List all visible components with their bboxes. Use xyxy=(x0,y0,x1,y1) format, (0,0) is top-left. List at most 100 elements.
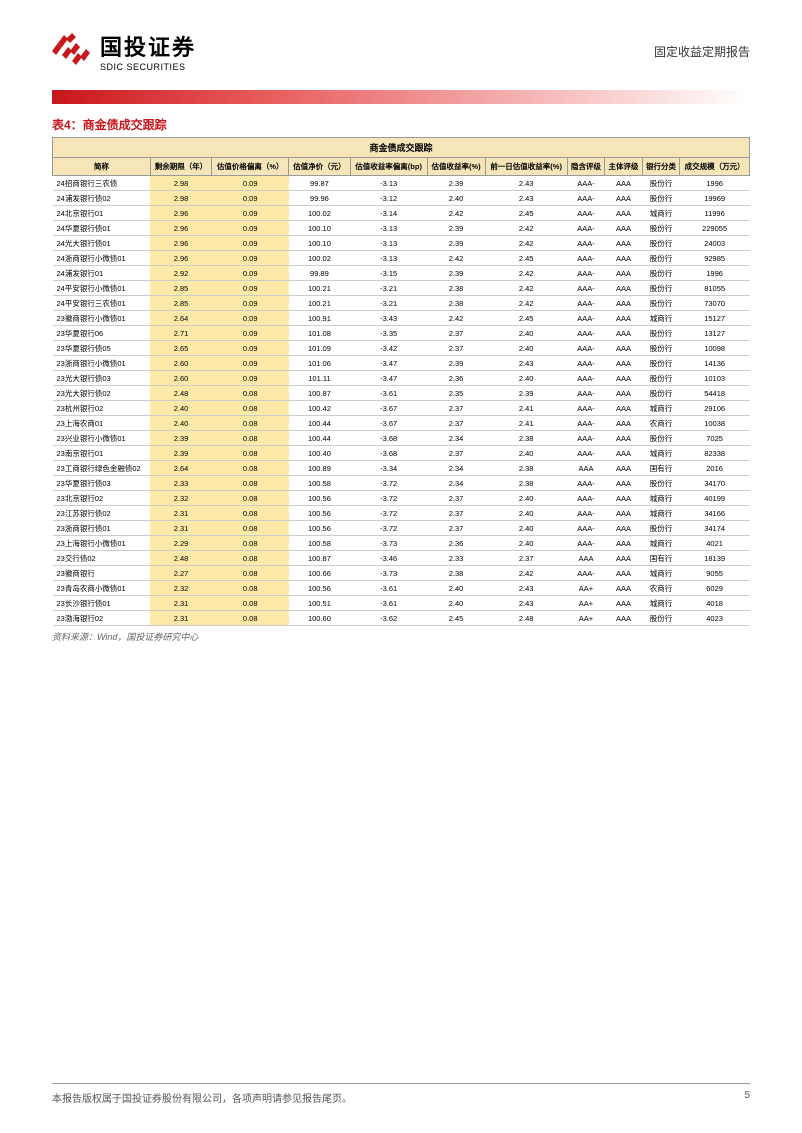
table-header-row: 简称剩余期限（年）估值价格偏离（%）估值净价（元）估值收益率偏离(bp)估值收益… xyxy=(53,158,750,176)
table-cell: AAA- xyxy=(567,506,605,521)
table-cell: -3.35 xyxy=(350,326,427,341)
table-cell: 4021 xyxy=(680,536,750,551)
table-cell: 0.09 xyxy=(212,326,289,341)
table-cell: 2.39 xyxy=(485,386,567,401)
table-wrapper: 商金债成交跟踪 简称剩余期限（年）估值价格偏离（%）估值净价（元）估值收益率偏离… xyxy=(52,137,750,626)
table-cell: 13127 xyxy=(680,326,750,341)
table-cell: AAA- xyxy=(567,236,605,251)
table-cell: 2.34 xyxy=(427,461,485,476)
table-cell: -3.67 xyxy=(350,416,427,431)
table-cell: 0.08 xyxy=(212,596,289,611)
table-cell: 23南京银行01 xyxy=(53,446,151,461)
table-cell: AAA xyxy=(605,461,643,476)
table-cell: 2.45 xyxy=(485,206,567,221)
table-row: 23华夏银行062.710.09101.08-3.352.372.40AAA-A… xyxy=(53,326,750,341)
table-cell: 股份行 xyxy=(642,341,680,356)
table-cell: 2.43 xyxy=(485,596,567,611)
table-cell: AAA xyxy=(605,311,643,326)
table-cell: 6029 xyxy=(680,581,750,596)
table-cell: 0.09 xyxy=(212,341,289,356)
table-row: 23工商银行绿色金融债022.640.08100.89-3.342.342.38… xyxy=(53,461,750,476)
table-cell: 0.08 xyxy=(212,491,289,506)
table-cell: AAA- xyxy=(567,476,605,491)
table-cell: 2.37 xyxy=(427,401,485,416)
table-cell: 100.56 xyxy=(289,581,351,596)
table-cell: 2.39 xyxy=(150,431,212,446)
table-cell: 2.32 xyxy=(150,581,212,596)
table-cell: 0.09 xyxy=(212,236,289,251)
table-cell: 0.09 xyxy=(212,251,289,266)
table-cell: 2.40 xyxy=(485,491,567,506)
table-cell: 2.40 xyxy=(485,506,567,521)
table-cell: 100.42 xyxy=(289,401,351,416)
table-cell: 2.38 xyxy=(427,566,485,581)
table-cell: 2.32 xyxy=(150,491,212,506)
table-cell: 29106 xyxy=(680,401,750,416)
table-cell: -3.14 xyxy=(350,206,427,221)
table-cell: -3.13 xyxy=(350,236,427,251)
table-cell: 54418 xyxy=(680,386,750,401)
table-cell: 城商行 xyxy=(642,446,680,461)
table-cell: 2.38 xyxy=(427,281,485,296)
table-cell: -3.46 xyxy=(350,551,427,566)
table-cell: 23浙商银行小微债01 xyxy=(53,356,151,371)
table-cell: 24光大银行债01 xyxy=(53,236,151,251)
table-cell: 股份行 xyxy=(642,266,680,281)
table-cell: 2.40 xyxy=(485,371,567,386)
table-row: 23江苏银行债022.310.08100.56-3.722.372.40AAA-… xyxy=(53,506,750,521)
table-cell: AAA xyxy=(605,266,643,281)
table-cell: 2.48 xyxy=(150,551,212,566)
table-cell: -3.21 xyxy=(350,281,427,296)
table-cell: -3.12 xyxy=(350,191,427,206)
logo-cn: 国投证券 xyxy=(100,30,196,62)
table-cell: 34166 xyxy=(680,506,750,521)
table-cell: 0.08 xyxy=(212,611,289,626)
table-cell: 24平安银行三农债01 xyxy=(53,296,151,311)
table-row: 24华夏银行债012.960.09100.10-3.132.392.42AAA-… xyxy=(53,221,750,236)
table-cell: 2.38 xyxy=(485,461,567,476)
table-cell: AAA xyxy=(605,551,643,566)
table-cell: 股份行 xyxy=(642,251,680,266)
table-cell: 2.92 xyxy=(150,266,212,281)
table-cell: 24浦发银行债02 xyxy=(53,191,151,206)
table-cell: 2.43 xyxy=(485,191,567,206)
table-cell: AAA xyxy=(605,281,643,296)
table-cell: 2.37 xyxy=(427,521,485,536)
table-cell: AAA xyxy=(605,296,643,311)
table-cell: 2.41 xyxy=(485,416,567,431)
table-cell: -3.73 xyxy=(350,566,427,581)
table-cell: 100.87 xyxy=(289,386,351,401)
table-cell: 24华夏银行债01 xyxy=(53,221,151,236)
table-cell: -3.13 xyxy=(350,176,427,191)
table-cell: AAA- xyxy=(567,371,605,386)
table-cell: 2.60 xyxy=(150,371,212,386)
table-row: 23北京银行022.320.08100.56-3.722.372.40AAA-A… xyxy=(53,491,750,506)
table-cell: 2.40 xyxy=(427,191,485,206)
table-cell: AAA xyxy=(605,506,643,521)
table-cell: 0.08 xyxy=(212,446,289,461)
table-cell: 股份行 xyxy=(642,191,680,206)
table-cell: 1996 xyxy=(680,266,750,281)
table-cell: AAA xyxy=(605,221,643,236)
table-cell: 农商行 xyxy=(642,416,680,431)
table-cell: -3.73 xyxy=(350,536,427,551)
logo-text: 国投证券 SDIC SECURITIES xyxy=(100,30,196,72)
table-cell: AAA xyxy=(605,476,643,491)
table-cell: AAA xyxy=(605,356,643,371)
table-cell: 城商行 xyxy=(642,491,680,506)
table-cell: AAA- xyxy=(567,536,605,551)
table-cell: 2.43 xyxy=(485,581,567,596)
table-cell: AAA- xyxy=(567,446,605,461)
table-cell: 2.42 xyxy=(427,251,485,266)
table-cell: AAA xyxy=(605,536,643,551)
table-cell: AAA xyxy=(605,491,643,506)
table-cell: 2.42 xyxy=(427,311,485,326)
table-cell: 1996 xyxy=(680,176,750,191)
table-cell: -3.43 xyxy=(350,311,427,326)
table-cell: 100.87 xyxy=(289,551,351,566)
table-cell: 2.40 xyxy=(150,401,212,416)
table-cell: 2.36 xyxy=(427,371,485,386)
table-row: 24浦发银行债022.980.0999.96-3.122.402.43AAA-A… xyxy=(53,191,750,206)
table-cell: 2.48 xyxy=(485,611,567,626)
table-cell: AAA- xyxy=(567,341,605,356)
